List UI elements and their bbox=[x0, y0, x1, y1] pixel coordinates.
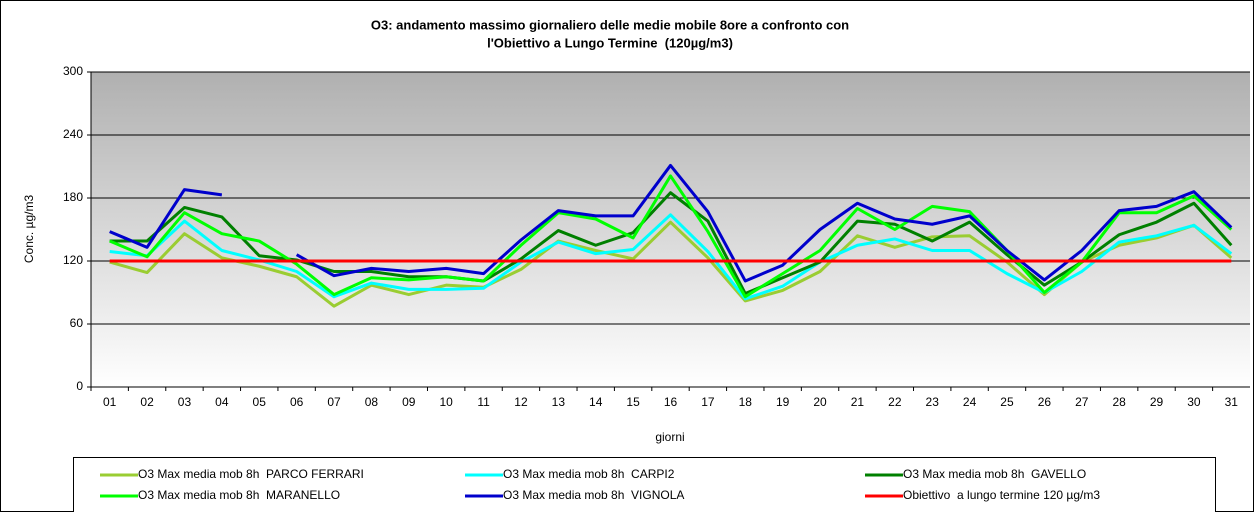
x-tick-label: 07 bbox=[327, 395, 341, 409]
x-tick-label: 11 bbox=[477, 395, 490, 409]
x-tick-label: 20 bbox=[813, 395, 827, 409]
x-tick-label: 10 bbox=[439, 395, 453, 409]
x-tick-label: 26 bbox=[1038, 395, 1052, 409]
x-tick-label: 17 bbox=[701, 395, 715, 409]
x-tick-label: 19 bbox=[776, 395, 790, 409]
y-tick-label: 300 bbox=[63, 64, 83, 78]
x-tick-label: 28 bbox=[1112, 395, 1126, 409]
legend-label: O3 Max media mob 8h VIGNOLA bbox=[503, 488, 684, 502]
y-tick-label: 240 bbox=[63, 127, 83, 141]
x-tick-label: 09 bbox=[402, 395, 416, 409]
x-tick-label: 03 bbox=[178, 395, 192, 409]
x-tick-label: 30 bbox=[1187, 395, 1201, 409]
x-tick-label: 23 bbox=[926, 395, 940, 409]
x-tick-label: 21 bbox=[851, 395, 865, 409]
legend-label: Obiettivo a lungo termine 120 µg/m3 bbox=[903, 488, 1100, 502]
x-tick-label: 16 bbox=[664, 395, 678, 409]
y-tick-label: 60 bbox=[70, 316, 84, 330]
y-tick-label: 120 bbox=[63, 253, 83, 267]
x-tick-label: 27 bbox=[1075, 395, 1089, 409]
x-tick-label: 08 bbox=[365, 395, 379, 409]
chart-title: O3: andamento massimo giornaliero delle … bbox=[371, 17, 849, 32]
y-tick-label: 180 bbox=[63, 190, 83, 204]
x-tick-label: 14 bbox=[589, 395, 603, 409]
x-tick-label: 29 bbox=[1150, 395, 1164, 409]
x-tick-label: 02 bbox=[140, 395, 154, 409]
x-tick-label: 15 bbox=[626, 395, 640, 409]
x-tick-label: 06 bbox=[290, 395, 304, 409]
y-tick-label: 0 bbox=[76, 379, 83, 393]
x-tick-label: 01 bbox=[103, 395, 117, 409]
x-tick-label: 13 bbox=[552, 395, 566, 409]
series-line bbox=[109, 220, 1233, 308]
x-tick-label: 22 bbox=[888, 395, 902, 409]
x-tick-label: 24 bbox=[963, 395, 977, 409]
legend-label: O3 Max media mob 8h MARANELLO bbox=[138, 488, 340, 502]
plot-area bbox=[91, 72, 1250, 387]
y-axis-label: Conc. µg/m3 bbox=[22, 195, 36, 264]
x-axis-label: giorni bbox=[655, 430, 684, 444]
chart-title: l'Obiettivo a Lungo Termine (120µg/m3) bbox=[487, 35, 733, 50]
x-tick-label: 25 bbox=[1000, 395, 1014, 409]
legend-label: O3 Max media mob 8h CARPI2 bbox=[503, 467, 675, 481]
legend-label: O3 Max media mob 8h PARCO FERRARI bbox=[138, 467, 364, 481]
series-line bbox=[109, 174, 1233, 299]
x-tick-label: 31 bbox=[1225, 395, 1239, 409]
x-tick-label: 04 bbox=[215, 395, 229, 409]
legend-label: O3 Max media mob 8h GAVELLO bbox=[903, 467, 1086, 481]
x-tick-label: 05 bbox=[253, 395, 267, 409]
x-tick-label: 18 bbox=[739, 395, 753, 409]
x-tick-label: 12 bbox=[514, 395, 528, 409]
legend-box bbox=[73, 457, 1216, 512]
series-line bbox=[109, 163, 1233, 283]
